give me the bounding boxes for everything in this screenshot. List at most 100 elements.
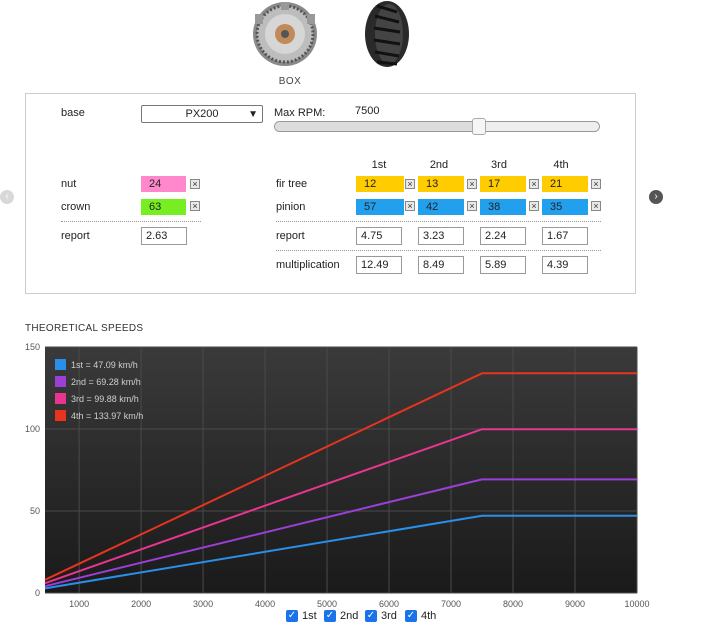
pinion-label: pinion xyxy=(276,201,306,213)
close-box-icon[interactable]: × xyxy=(467,179,477,189)
gear-header-1st: 1st xyxy=(371,159,387,171)
divider xyxy=(276,221,601,222)
x-tick-label: 1000 xyxy=(69,599,89,609)
speeds-title: THEORETICAL SPEEDS xyxy=(25,323,144,334)
pinion-2nd-input[interactable]: 42 xyxy=(418,199,464,215)
report-1st-value: 4.75 xyxy=(356,227,402,245)
multiplication-1st-value: 12.49 xyxy=(356,256,402,274)
right-report-label: report xyxy=(276,230,305,242)
legend-label-3: 3rd = 99.88 km/h xyxy=(71,394,139,404)
x-tick-label: 7000 xyxy=(441,599,461,609)
legend-swatch-1 xyxy=(55,359,66,370)
divider xyxy=(276,250,601,251)
close-box-icon[interactable]: × xyxy=(405,201,415,211)
checkmark-icon: ✓ xyxy=(405,610,417,622)
base-label: base xyxy=(61,107,85,119)
x-tick-label: 9000 xyxy=(565,599,585,609)
crown-input[interactable]: 63 xyxy=(141,199,186,215)
legend-label-4: 4th = 133.97 km/h xyxy=(71,411,143,421)
rpm-slider-handle[interactable] xyxy=(472,118,486,135)
close-box-icon[interactable]: × xyxy=(529,201,539,211)
toggle-1st[interactable]: ✓ 1st xyxy=(286,610,317,622)
fir-tree-3rd-input[interactable]: 17 xyxy=(480,176,526,192)
toggle-2nd-label: 2nd xyxy=(340,610,359,622)
product-images xyxy=(245,0,415,70)
fir-tree-2nd-input[interactable]: 13 xyxy=(418,176,464,192)
close-box-icon[interactable]: × xyxy=(190,179,200,189)
y-tick-label: 150 xyxy=(25,342,40,352)
nut-input[interactable]: 24 xyxy=(141,176,186,192)
x-tick-label: 8000 xyxy=(503,599,523,609)
box-title: BOX xyxy=(278,76,302,87)
checkmark-icon: ✓ xyxy=(324,610,336,622)
x-tick-label: 6000 xyxy=(379,599,399,609)
y-tick-label: 0 xyxy=(35,588,40,598)
series-line-3 xyxy=(44,428,637,585)
crown-label: crown xyxy=(61,201,91,213)
series-line-1 xyxy=(44,514,637,590)
close-box-icon[interactable]: × xyxy=(190,201,200,211)
x-tick-label: 3000 xyxy=(193,599,213,609)
legend-label-1: 1st = 47.09 km/h xyxy=(71,360,138,370)
x-tick-label: 10000 xyxy=(624,599,649,609)
legend-swatch-3 xyxy=(55,393,66,404)
y-tick-label: 100 xyxy=(25,424,40,434)
report-3rd-value: 2.24 xyxy=(480,227,526,245)
y-tick-label: 50 xyxy=(30,506,40,516)
tire-image xyxy=(365,1,409,67)
pinion-4th-input[interactable]: 35 xyxy=(542,199,588,215)
gear-config-panel: base PX200 ▼ Max RPM: 7500 1st 2nd 3rd 4… xyxy=(25,93,636,294)
multiplication-label: multiplication xyxy=(276,259,340,271)
toggle-4th[interactable]: ✓ 4th xyxy=(405,610,436,622)
legend-swatch-4 xyxy=(55,410,66,421)
close-box-icon[interactable]: × xyxy=(467,201,477,211)
divider xyxy=(61,221,201,222)
multiplication-3rd-value: 5.89 xyxy=(480,256,526,274)
chevron-down-icon: ▼ xyxy=(248,109,258,120)
base-select[interactable]: PX200 ▼ xyxy=(141,105,263,123)
checkmark-icon: ✓ xyxy=(286,610,298,622)
rpm-slider-fill xyxy=(275,122,479,131)
left-report-label: report xyxy=(61,230,90,242)
series-line-2 xyxy=(44,478,637,588)
max-rpm-value: 7500 xyxy=(355,105,380,117)
toggle-3rd[interactable]: ✓ 3rd xyxy=(365,610,397,622)
fir-tree-1st-input[interactable]: 12 xyxy=(356,176,404,192)
clutch-image xyxy=(253,2,317,66)
toggle-2nd[interactable]: ✓ 2nd xyxy=(324,610,358,622)
rpm-slider[interactable] xyxy=(274,118,600,135)
fir-tree-label: fir tree xyxy=(276,178,308,190)
close-box-icon[interactable]: × xyxy=(591,201,601,211)
series-line-4 xyxy=(44,372,637,581)
gear-header-3rd: 3rd xyxy=(491,159,507,171)
report-2nd-value: 3.23 xyxy=(418,227,464,245)
left-report-value: 2.63 xyxy=(141,227,187,245)
close-box-icon[interactable]: × xyxy=(405,179,415,189)
max-rpm-label: Max RPM: xyxy=(274,107,326,119)
checkmark-icon: ✓ xyxy=(365,610,377,622)
plot-background xyxy=(45,347,637,593)
close-box-icon[interactable]: × xyxy=(529,179,539,189)
base-select-value: PX200 xyxy=(185,108,219,120)
legend-label-2: 2nd = 69.28 km/h xyxy=(71,377,141,387)
speeds-chart: 1000 2000 3000 4000 5000 6000 7000 8000 9000 1000… xyxy=(25,342,650,609)
fir-tree-4th-input[interactable]: 21 xyxy=(542,176,588,192)
gear-header-4th: 4th xyxy=(553,159,569,171)
report-4th-value: 1.67 xyxy=(542,227,588,245)
chevron-left-icon[interactable]: ‹ xyxy=(0,190,14,204)
toggle-4th-label: 4th xyxy=(421,610,437,622)
toggle-1st-label: 1st xyxy=(302,610,317,622)
legend-swatch-2 xyxy=(55,376,66,387)
x-tick-label: 5000 xyxy=(317,599,337,609)
x-tick-label: 2000 xyxy=(131,599,151,609)
close-box-icon[interactable]: × xyxy=(591,179,601,189)
toggle-3rd-label: 3rd xyxy=(381,610,397,622)
pinion-1st-input[interactable]: 57 xyxy=(356,199,404,215)
nut-label: nut xyxy=(61,178,77,190)
pinion-3rd-input[interactable]: 38 xyxy=(480,199,526,215)
multiplication-2nd-value: 8.49 xyxy=(418,256,464,274)
chevron-right-icon[interactable]: › xyxy=(649,190,663,204)
gear-header-2nd: 2nd xyxy=(429,159,449,171)
x-tick-label: 4000 xyxy=(255,599,275,609)
multiplication-4th-value: 4.39 xyxy=(542,256,588,274)
